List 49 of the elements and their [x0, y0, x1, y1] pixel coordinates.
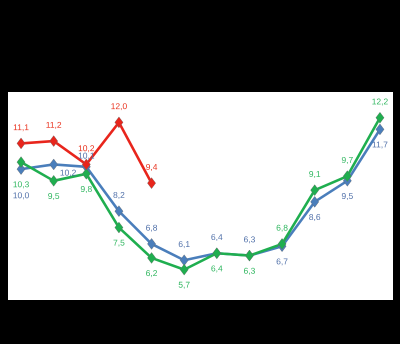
data-label: 6,3 [244, 236, 255, 244]
data-label: 7,5 [113, 240, 124, 247]
data-label: 6,7 [276, 258, 288, 266]
point [180, 264, 188, 276]
point [376, 124, 384, 136]
data-label: 6,4 [211, 234, 222, 242]
point [343, 170, 352, 182]
point [310, 196, 320, 208]
data-label: 9,7 [342, 156, 353, 164]
data-label: 6,8 [146, 224, 158, 232]
data-label: 6,3 [244, 268, 255, 275]
data-label: 9,8 [80, 186, 92, 193]
point [147, 177, 156, 189]
data-label: 9,1 [309, 170, 320, 178]
data-label: 6,1 [178, 241, 190, 248]
data-label: 8,2 [113, 192, 124, 199]
point [147, 238, 156, 250]
data-label: 9,5 [342, 193, 353, 200]
data-label: 9,4 [146, 164, 158, 171]
data-label: 11,7 [372, 142, 388, 148]
data-label: 10,0 [13, 192, 29, 200]
point [310, 184, 320, 196]
data-label: 10,2 [60, 170, 76, 177]
data-label: 6,2 [146, 270, 158, 278]
point [82, 158, 91, 170]
data-label: 11,2 [46, 122, 62, 129]
data-label: 12,2 [372, 98, 388, 106]
data-label: 10,3 [13, 181, 29, 188]
point [147, 252, 156, 264]
data-label: 8,6 [309, 214, 320, 222]
point [114, 206, 124, 217]
data-label: 10,2 [78, 145, 94, 152]
point [49, 175, 58, 186]
data-label: 5,7 [178, 282, 190, 289]
point [376, 112, 384, 124]
point [16, 156, 26, 168]
data-label: 9,5 [48, 193, 60, 200]
point [82, 168, 91, 180]
data-label: 6,8 [276, 224, 288, 232]
point [49, 158, 58, 170]
point [278, 238, 286, 250]
data-label: 6,4 [211, 265, 222, 272]
point [114, 222, 124, 234]
point [49, 135, 58, 147]
data-label: 11,1 [14, 124, 29, 132]
point [114, 116, 124, 128]
data-label: 12,0 [111, 103, 127, 110]
point [16, 138, 26, 150]
point [180, 254, 188, 266]
